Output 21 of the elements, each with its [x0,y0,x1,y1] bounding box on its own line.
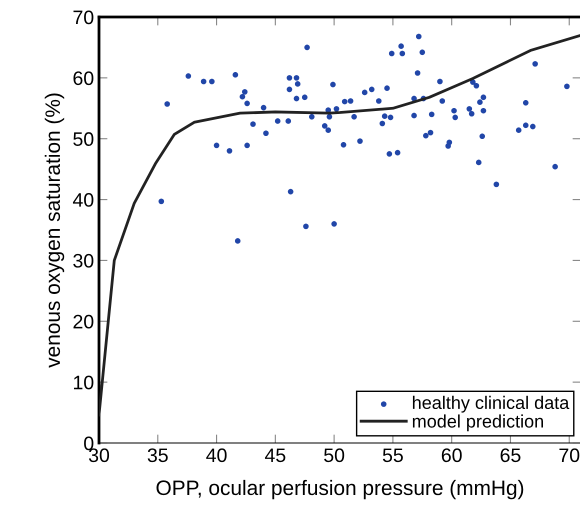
x-tick-label: 65 [500,448,520,462]
legend-label: model prediction [412,414,543,432]
x-axis-title: OPP, ocular perfusion pressure (mmHg) [156,480,524,500]
legend-label: healthy clinical data [412,396,570,413]
x-tick-label: 40 [206,448,227,462]
x-tick-label: 45 [264,448,286,462]
y-tick-label: 10 [74,376,94,390]
x-tick-label: 30 [88,448,110,462]
y-tick-label: 30 [73,254,94,268]
x-tick-label: 50 [324,448,344,462]
y-tick-label: 0 [84,436,94,450]
y-tick-label: 60 [74,71,94,86]
y-tick-label: 50 [73,132,94,146]
y-axis-title: venous oxygen saturation (%) [44,93,64,368]
x-tick-label: 35 [148,448,168,462]
x-tick-label: 70 [559,448,580,462]
x-tick-label: 55 [382,448,403,462]
y-tick-label: 70 [74,10,94,24]
y-tick-label: 40 [72,193,94,207]
x-tick-label: 60 [442,448,462,462]
y-tick-label: 20 [73,314,94,329]
